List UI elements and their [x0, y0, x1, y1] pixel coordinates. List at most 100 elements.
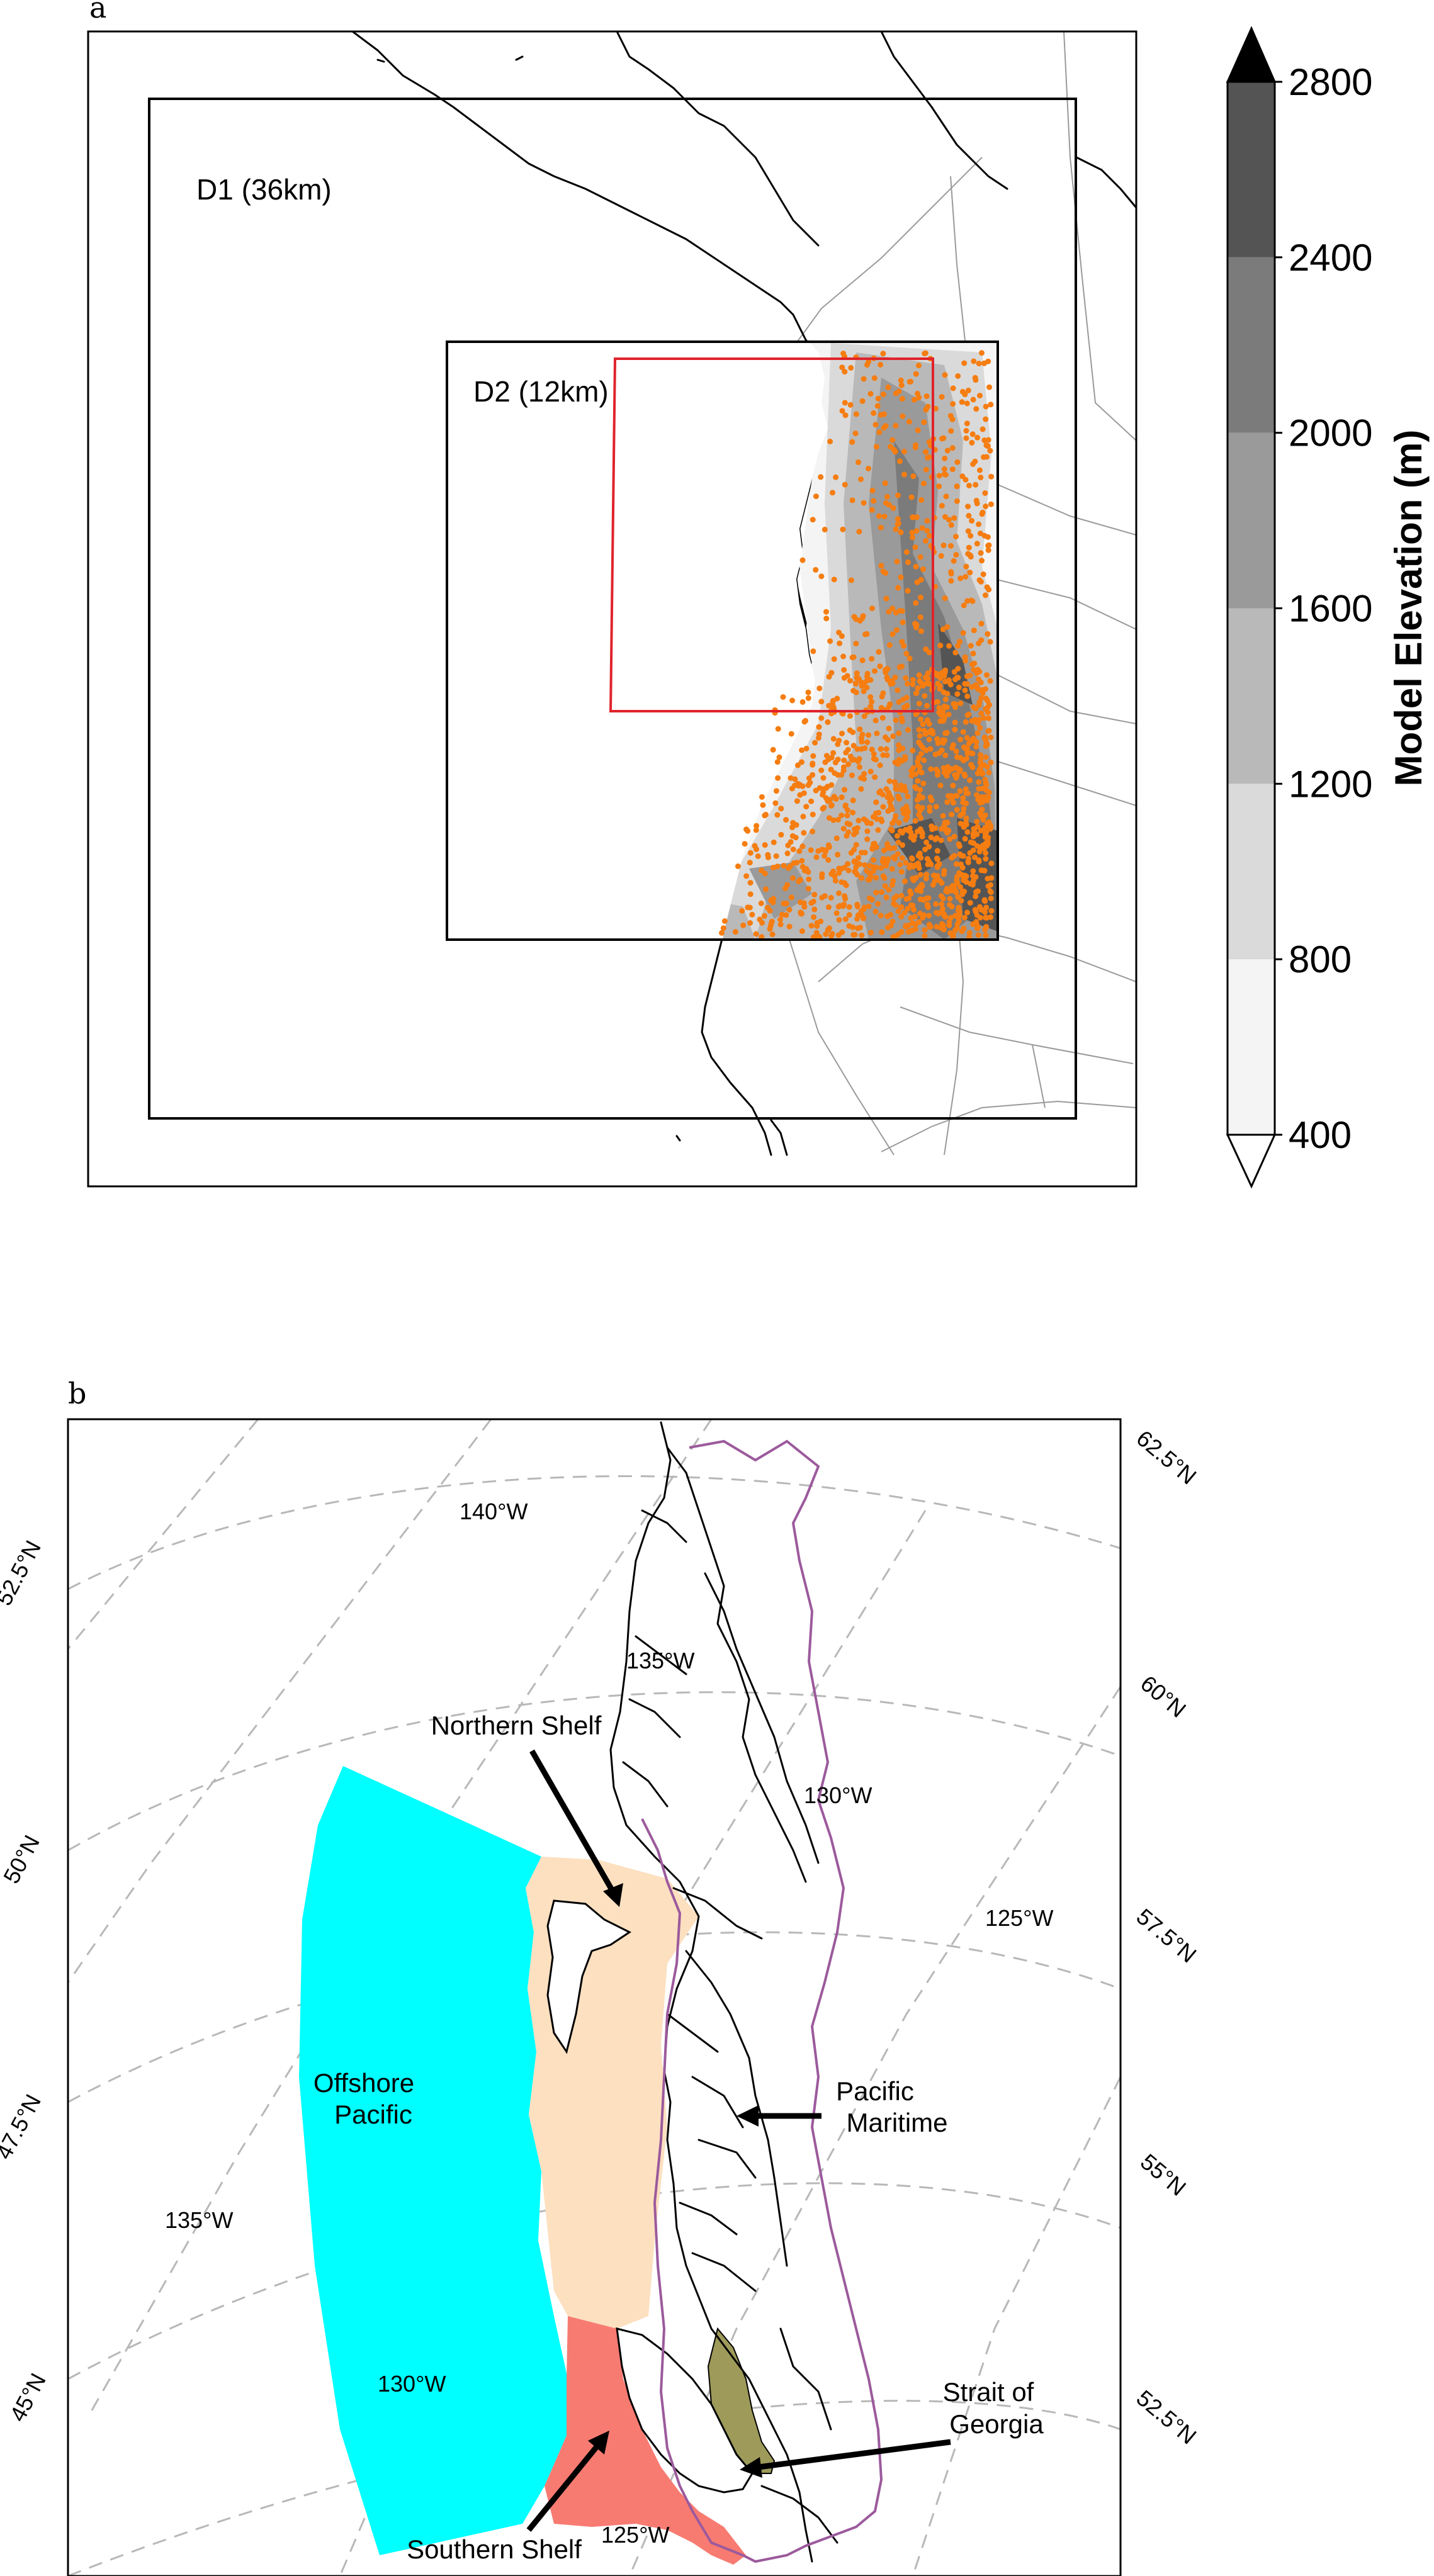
station-point [864, 631, 870, 637]
station-point [980, 770, 985, 776]
station-point [893, 813, 899, 819]
station-point [964, 400, 970, 407]
station-point [721, 918, 728, 924]
station-point [952, 677, 958, 682]
station-point [903, 817, 909, 823]
lon-label: 130°W [378, 2371, 446, 2397]
station-point [937, 782, 944, 789]
station-point [903, 896, 910, 902]
station-point [788, 731, 794, 737]
station-point [859, 932, 865, 938]
station-point [913, 514, 920, 520]
station-point [893, 717, 899, 723]
colorbar-bin [1228, 82, 1275, 257]
offshore-pacific-label-line2: Pacific [334, 2100, 412, 2129]
station-point [909, 856, 915, 862]
station-point [878, 746, 884, 752]
station-point [923, 895, 930, 901]
station-point [838, 865, 845, 872]
station-point [952, 913, 959, 919]
station-point [985, 698, 991, 704]
station-point [825, 784, 831, 790]
station-point [885, 808, 891, 814]
station-point [841, 667, 847, 673]
station-point [833, 474, 839, 480]
station-point [942, 704, 948, 711]
station-point [977, 724, 983, 731]
station-point [794, 860, 800, 866]
station-point [964, 673, 970, 679]
station-point [963, 790, 969, 796]
station-point [984, 842, 990, 848]
station-point [840, 351, 847, 357]
station-point [803, 866, 810, 872]
station-point [940, 435, 947, 441]
station-point [946, 711, 952, 717]
station-point [854, 902, 861, 908]
station-point [950, 401, 956, 407]
northern-shelf-arrowhead [603, 1883, 623, 1907]
station-point [924, 856, 930, 862]
station-point [896, 730, 902, 736]
station-point [946, 517, 952, 523]
station-point [807, 780, 813, 785]
station-point [966, 711, 972, 717]
station-point [783, 912, 789, 918]
station-point [934, 772, 940, 778]
station-point [944, 829, 950, 835]
station-point [893, 422, 899, 429]
station-point [988, 759, 994, 765]
station-point [987, 888, 993, 894]
station-point [898, 782, 904, 789]
station-point [789, 785, 795, 792]
station-point [932, 405, 939, 412]
station-point [977, 393, 983, 399]
station-point [970, 831, 976, 837]
station-point [988, 882, 993, 888]
station-point [940, 871, 947, 877]
subregion-box [609, 357, 934, 712]
lon-label: 140°W [460, 1499, 528, 1524]
station-point [910, 677, 916, 683]
station-point [903, 675, 909, 681]
station-point [927, 532, 932, 539]
station-point [980, 426, 986, 432]
station-point [947, 896, 953, 902]
station-point [762, 842, 768, 848]
station-point [895, 793, 901, 799]
station-point [788, 775, 794, 781]
station-point [912, 397, 917, 403]
station-point [951, 833, 957, 840]
station-point [828, 670, 835, 676]
station-point [949, 466, 956, 473]
station-point [922, 846, 928, 853]
station-point [747, 880, 754, 886]
station-point [943, 493, 949, 500]
station-point [855, 912, 861, 918]
station-point [985, 728, 991, 734]
station-point [782, 901, 789, 907]
station-point [970, 461, 976, 467]
station-point [871, 498, 877, 504]
station-point [935, 740, 941, 746]
station-point [950, 385, 956, 391]
station-point [811, 914, 817, 920]
station-point [896, 742, 902, 748]
station-point [850, 688, 857, 694]
station-point [836, 629, 842, 636]
station-point [973, 909, 979, 915]
station-point [883, 423, 889, 429]
station-point [971, 627, 977, 634]
station-point [837, 640, 843, 646]
station-point [967, 900, 973, 906]
colorbar-ticks: 400 800 1200 1600 2000 2400 2800 [1275, 61, 1372, 1156]
station-point [810, 648, 816, 655]
station-point [872, 717, 879, 724]
station-point [754, 823, 760, 829]
station-point [867, 391, 874, 397]
station-point [957, 884, 963, 890]
station-point [917, 884, 923, 891]
station-point [774, 812, 781, 818]
station-point [984, 764, 990, 770]
station-point [899, 396, 905, 402]
